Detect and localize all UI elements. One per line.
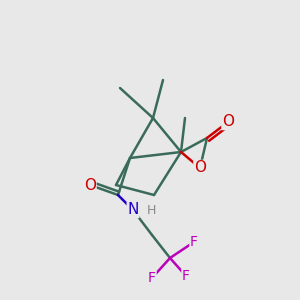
Text: O: O [84,178,96,193]
Text: O: O [194,160,206,175]
Text: F: F [148,271,156,285]
Text: H: H [147,203,156,217]
Text: O: O [222,115,234,130]
Text: N: N [127,202,139,217]
Text: F: F [182,269,190,283]
Text: F: F [190,235,198,249]
